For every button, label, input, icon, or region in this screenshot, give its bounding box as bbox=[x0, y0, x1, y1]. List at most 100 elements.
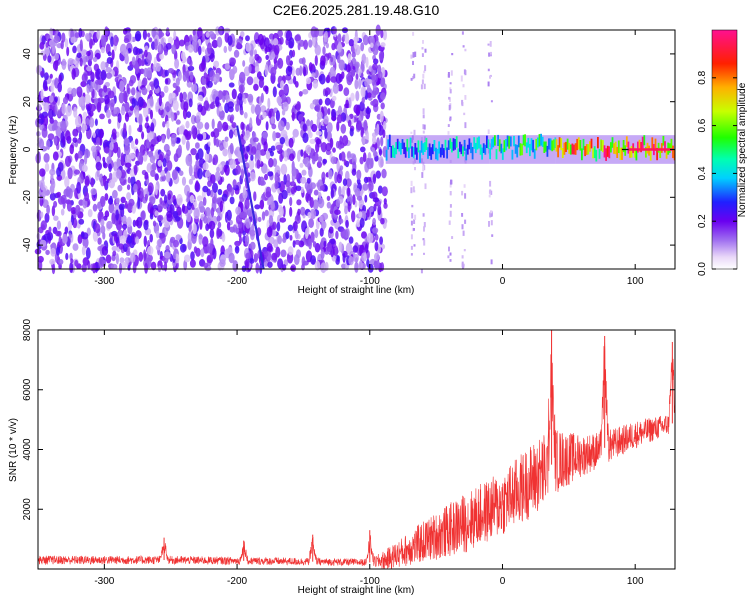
noise-speck bbox=[165, 171, 171, 183]
noise-speck bbox=[163, 221, 170, 228]
noise-speck bbox=[242, 186, 246, 196]
noise-speck bbox=[228, 82, 235, 88]
y-tick-label: -20 bbox=[22, 190, 33, 205]
noise-speck bbox=[344, 205, 348, 215]
noise-speck bbox=[65, 105, 72, 117]
band-cell bbox=[460, 144, 463, 155]
band-cell bbox=[664, 141, 666, 153]
noise-speck bbox=[281, 94, 287, 101]
noise-speck bbox=[331, 108, 337, 118]
noise-speck bbox=[196, 133, 204, 140]
noise-speck bbox=[104, 146, 110, 154]
noise-speck bbox=[171, 44, 177, 55]
noise-speck bbox=[330, 76, 338, 83]
noise-speck bbox=[223, 164, 227, 173]
sparse-speck bbox=[450, 70, 453, 76]
noise-speck bbox=[177, 144, 182, 156]
noise-speck bbox=[163, 251, 171, 259]
noise-speck bbox=[212, 247, 217, 260]
noise-speck bbox=[321, 212, 329, 220]
band-cell bbox=[635, 148, 638, 161]
noise-speck bbox=[40, 179, 45, 191]
noise-speck bbox=[54, 96, 58, 103]
noise-speck bbox=[169, 204, 175, 215]
noise-speck bbox=[274, 180, 279, 190]
noise-speck bbox=[239, 71, 246, 84]
noise-speck bbox=[105, 254, 112, 264]
band-cell bbox=[401, 139, 404, 149]
band-cell bbox=[565, 141, 567, 152]
y-tick-label: 40 bbox=[22, 48, 33, 60]
noise-speck bbox=[137, 189, 141, 196]
noise-speck bbox=[53, 215, 59, 221]
noise-speck bbox=[345, 219, 349, 229]
noise-speck bbox=[324, 97, 331, 106]
noise-speck bbox=[374, 252, 380, 261]
band-cell bbox=[482, 143, 485, 153]
snr-series-line bbox=[37, 329, 676, 570]
noise-speck bbox=[347, 53, 352, 64]
noise-speck bbox=[166, 120, 170, 129]
noise-speck bbox=[326, 242, 333, 253]
noise-speck bbox=[338, 186, 342, 197]
noise-speck bbox=[251, 223, 255, 233]
noise-speck bbox=[70, 207, 77, 215]
band-cell bbox=[629, 147, 631, 158]
noise-speck bbox=[45, 249, 50, 256]
noise-speck bbox=[246, 208, 253, 217]
noise-speck bbox=[373, 58, 379, 65]
noise-speck bbox=[372, 227, 379, 234]
x-tick-label: 0 bbox=[500, 576, 506, 587]
noise-speck bbox=[204, 207, 211, 217]
noise-speck bbox=[315, 104, 321, 113]
snr-x-ticks: -300 -200 -100 0 100 bbox=[94, 330, 644, 587]
sparse-speck bbox=[464, 193, 467, 199]
noise-speck bbox=[164, 194, 168, 204]
noise-speck bbox=[54, 61, 58, 72]
noise-speck bbox=[76, 86, 82, 92]
band-cell bbox=[540, 133, 542, 146]
noise-speck bbox=[371, 147, 376, 153]
band-cell bbox=[582, 138, 585, 151]
noise-speck bbox=[289, 234, 293, 241]
noise-speck bbox=[115, 253, 119, 265]
noise-speck bbox=[132, 46, 139, 56]
noise-speck bbox=[383, 202, 388, 209]
noise-speck bbox=[343, 229, 349, 241]
sparse-speck bbox=[447, 124, 450, 127]
noise-speck bbox=[141, 87, 148, 96]
noise-speck bbox=[90, 71, 95, 83]
noise-speck bbox=[48, 109, 54, 119]
sparse-speck bbox=[489, 180, 492, 187]
noise-speck bbox=[118, 92, 125, 104]
noise-speck bbox=[213, 60, 220, 68]
noise-speck bbox=[189, 71, 194, 81]
noise-speck bbox=[301, 169, 307, 176]
noise-speck bbox=[380, 29, 384, 39]
noise-speck bbox=[356, 120, 362, 131]
sparse-speck bbox=[461, 190, 464, 196]
noise-speck bbox=[285, 55, 291, 66]
sparse-speck bbox=[451, 53, 454, 56]
band-cell bbox=[503, 140, 506, 153]
noise-speck bbox=[277, 29, 283, 38]
band-cell bbox=[466, 144, 469, 155]
noise-speck bbox=[186, 190, 190, 203]
noise-speck bbox=[106, 156, 112, 164]
noise-speck bbox=[72, 243, 79, 251]
noise-speck bbox=[198, 62, 205, 72]
noise-speck bbox=[47, 55, 52, 63]
noise-speck bbox=[356, 169, 362, 180]
noise-speck bbox=[40, 211, 44, 219]
noise-speck bbox=[131, 97, 136, 109]
noise-speck bbox=[100, 225, 106, 235]
noise-speck bbox=[108, 202, 115, 214]
noise-speck bbox=[294, 239, 301, 245]
band-cell bbox=[521, 143, 523, 156]
sparse-speck bbox=[421, 47, 424, 50]
noise-speck bbox=[173, 30, 177, 41]
noise-speck bbox=[144, 262, 149, 274]
noise-speck bbox=[116, 131, 120, 138]
noise-speck bbox=[122, 243, 128, 253]
